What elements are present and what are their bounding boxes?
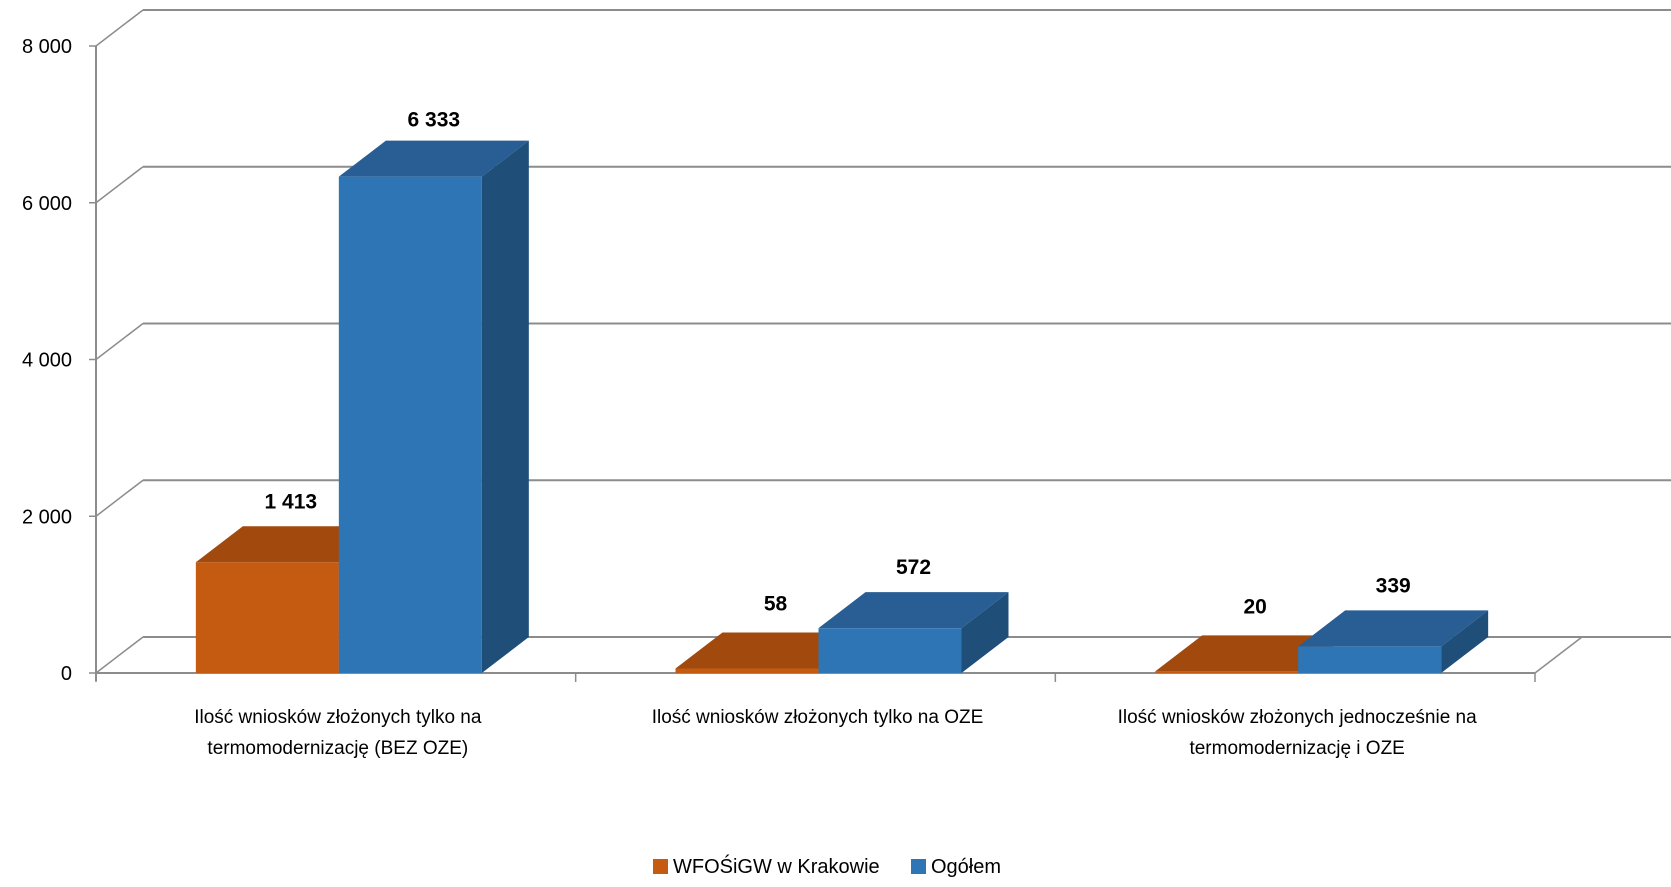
bar-top: [338, 140, 529, 177]
gridline-diagonal: [95, 636, 144, 674]
y-tick-label: 2 000: [22, 506, 72, 528]
data-label: 6 333: [408, 109, 461, 132]
gridline-diagonal: [95, 9, 144, 47]
bar-top: [1298, 610, 1489, 647]
y-tick-label: 4 000: [22, 350, 72, 372]
category-label: Ilość wniosków złożonych tylko na: [194, 707, 482, 728]
category-label: termomodernizację (BEZ OZE): [207, 738, 468, 759]
bar-front: [338, 176, 482, 673]
gridline-diagonal: [95, 479, 144, 517]
bar-front: [1155, 671, 1299, 673]
legend-swatch: [911, 859, 926, 874]
bar-front: [195, 562, 339, 673]
category-label: Ilość wniosków złożonych tylko na OZE: [652, 707, 984, 728]
legend-label: WFOŚiGW w Krakowie: [673, 854, 880, 878]
data-label: 20: [1243, 595, 1266, 618]
bar-side: [961, 592, 1009, 673]
data-label: 58: [764, 592, 788, 615]
data-label: 1 413: [265, 490, 318, 513]
gridline-diagonal: [95, 322, 144, 361]
bar-top: [675, 632, 866, 669]
bar-top: [818, 592, 1009, 629]
data-label: 572: [896, 556, 931, 579]
category-label: termomodernizację i OZE: [1189, 738, 1404, 759]
y-tick-label: 0: [61, 663, 72, 685]
gridline-diagonal: [95, 166, 144, 204]
bar-front: [1298, 646, 1442, 673]
bar-side: [1441, 610, 1489, 673]
legend-label: Ogółem: [931, 856, 1001, 878]
bar-front: [675, 668, 819, 673]
bar-front: [818, 628, 962, 673]
y-tick-label: 8 000: [22, 36, 72, 58]
category-label: Ilość wniosków złożonych jednocześnie na: [1118, 707, 1478, 728]
data-label: 339: [1376, 574, 1411, 597]
bar-side: [481, 140, 529, 673]
y-tick-label: 6 000: [22, 193, 72, 215]
bar-top: [195, 526, 386, 563]
floor-edge-right: [1534, 636, 1583, 674]
bar-top: [1155, 635, 1346, 672]
legend-swatch: [653, 859, 668, 874]
